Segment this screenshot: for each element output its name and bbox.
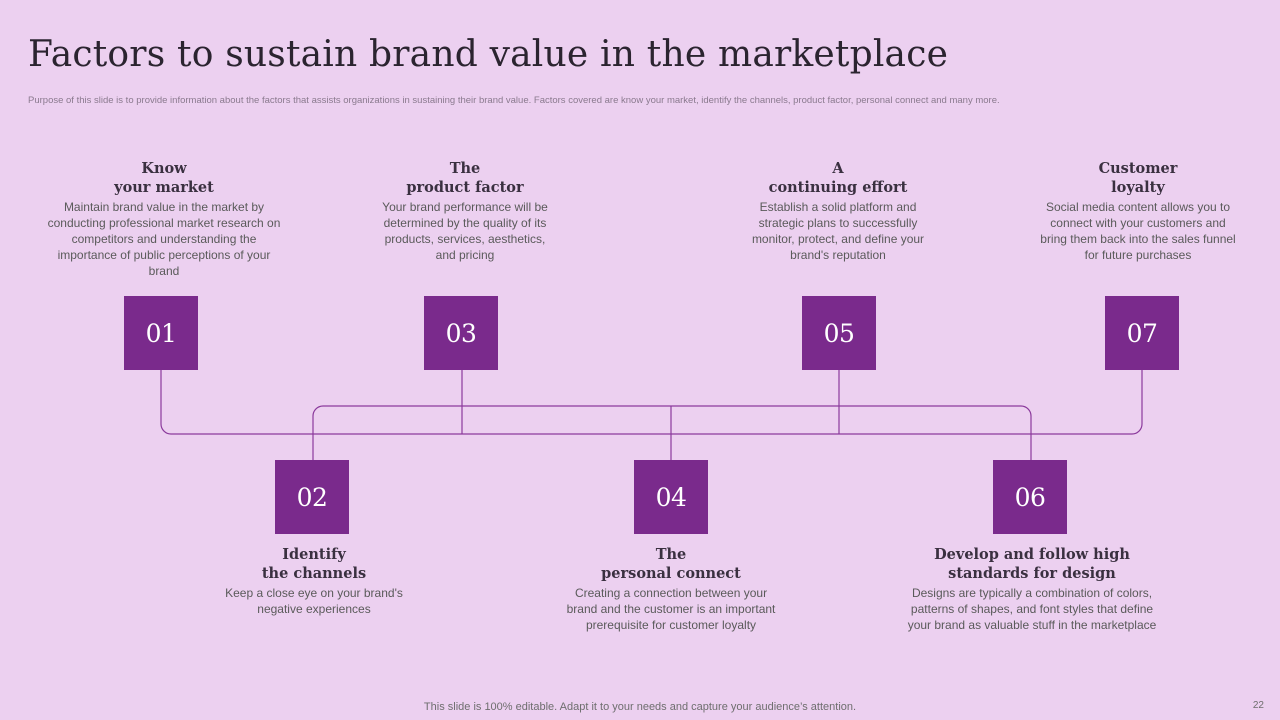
factor-07-number-box: 07	[1105, 296, 1179, 370]
factor-04-number-box: 04	[634, 460, 708, 534]
factor-07-text: Customer loyalty Social media content al…	[1013, 159, 1263, 263]
connector-top-rail	[160, 370, 1143, 435]
slide-title: Factors to sustain brand value in the ma…	[28, 34, 949, 75]
factor-03-number-box: 03	[424, 296, 498, 370]
factor-01-text: Know your market Maintain brand value in…	[39, 159, 289, 279]
factor-07-title: Customer loyalty	[1098, 160, 1178, 196]
factor-06-text: Develop and follow high standards for de…	[907, 545, 1157, 633]
factor-03-title: The product factor	[406, 160, 524, 196]
factor-03-description: Your brand performance will be determine…	[382, 200, 548, 262]
factor-06-description: Designs are typically a combination of c…	[907, 586, 1157, 632]
factor-06-number-box: 06	[993, 460, 1067, 534]
factor-05-number-box: 05	[802, 296, 876, 370]
factor-02-text: Identify the channels Keep a close eye o…	[189, 545, 439, 617]
factor-03-text: The product factor Your brand performanc…	[340, 159, 590, 263]
factor-04-description: Creating a connection between your brand…	[566, 586, 776, 632]
factor-01-title: Know your market	[114, 160, 214, 196]
factor-05-text: A continuing effort Establish a solid pl…	[713, 159, 963, 263]
factor-06-title: Develop and follow high standards for de…	[934, 546, 1130, 582]
slide-subtitle: Purpose of this slide is to provide info…	[28, 95, 1000, 106]
factor-05-title: A continuing effort	[768, 160, 908, 196]
factor-02-number-box: 02	[275, 460, 349, 534]
factor-01-number-box: 01	[124, 296, 198, 370]
factor-05-description: Establish a solid platform and strategic…	[751, 200, 925, 262]
factor-07-description: Social media content allows you to conne…	[1040, 200, 1236, 262]
factor-04-title: The personal connect	[601, 546, 741, 582]
footer-note: This slide is 100% editable. Adapt it to…	[423, 701, 857, 713]
factor-04-text: The personal connect Creating a connecti…	[546, 545, 796, 633]
factor-02-description: Keep a close eye on your brand's negativ…	[225, 586, 403, 616]
connector-bottom-rail	[312, 405, 1032, 460]
page-number: 22	[1252, 700, 1264, 711]
factor-01-description: Maintain brand value in the market by co…	[47, 200, 281, 278]
factor-02-title: Identify the channels	[261, 546, 367, 582]
